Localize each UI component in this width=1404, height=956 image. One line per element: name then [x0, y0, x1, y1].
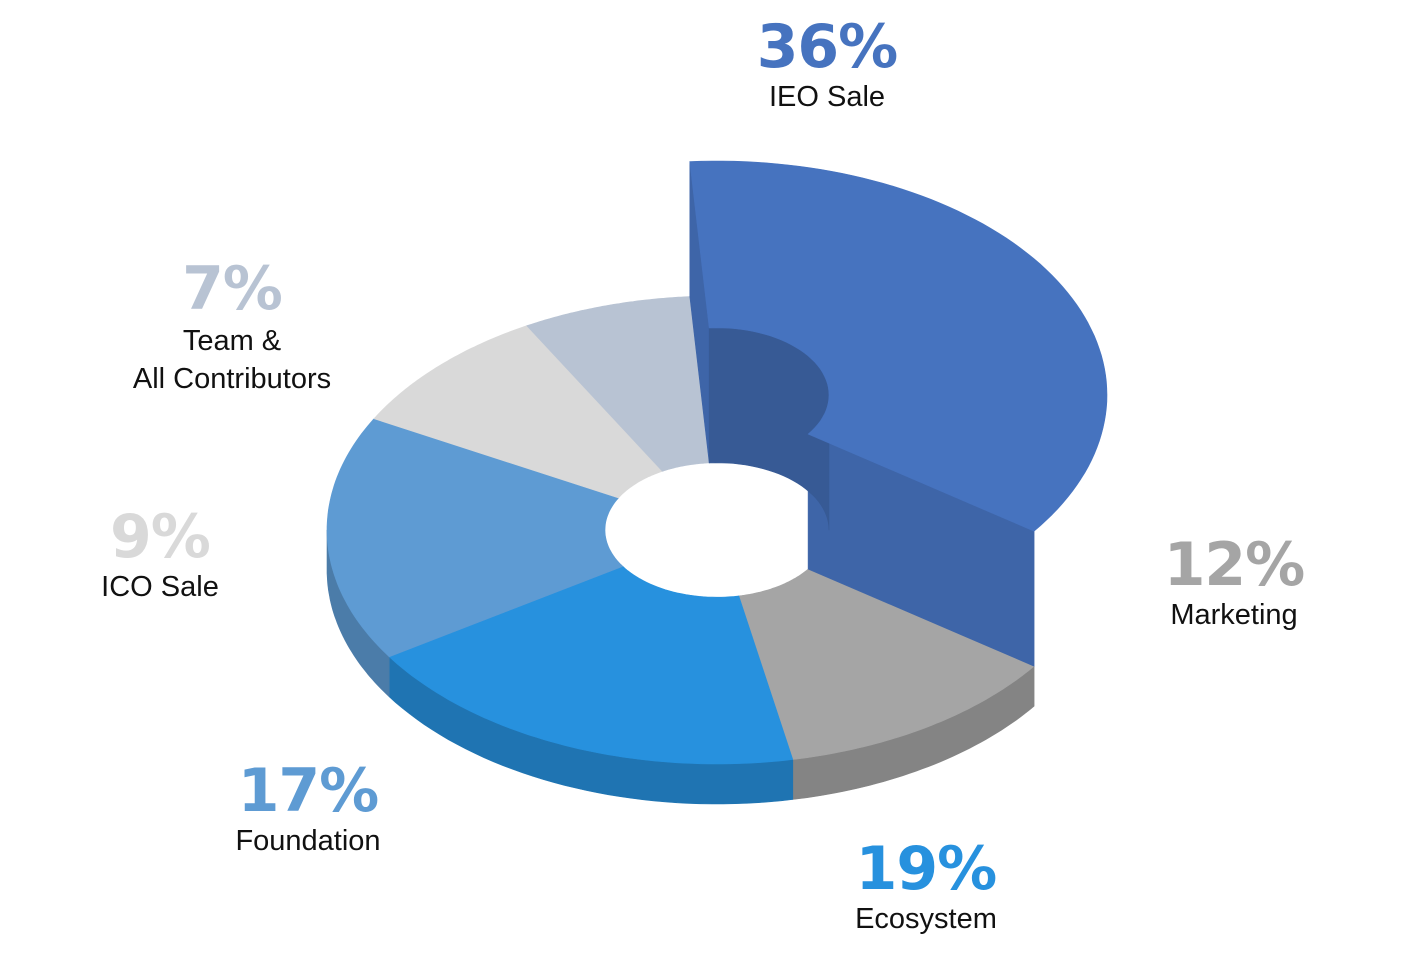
slice-marketing	[738, 568, 1035, 760]
slice-team-all-contributors	[526, 296, 710, 472]
category-label-ieo-sale: IEO Sale	[768, 81, 886, 113]
slice-ico-sale	[373, 325, 663, 499]
category-label-foundation: Foundation	[235, 825, 381, 857]
slice-ecosystem	[388, 566, 794, 765]
label-marketing: 12% Marketing	[1163, 530, 1306, 634]
value-label-team: 7%	[182, 254, 283, 324]
category-label-team-line-2: All Contributors	[132, 363, 332, 395]
slice-ieo-sale	[689, 160, 1108, 532]
value-label-foundation: 17%	[237, 756, 380, 826]
slice-foundation	[326, 418, 624, 658]
label-ecosystem: 19% Ecosystem	[855, 838, 997, 938]
category-label-team-line-1: Team &	[182, 325, 282, 357]
value-label-ecosystem: 19%	[855, 834, 998, 904]
category-label-marketing: Marketing	[1170, 599, 1298, 631]
value-label-ico-sale: 9%	[110, 502, 211, 572]
category-label-ecosystem: Ecosystem	[855, 903, 997, 935]
value-label-ieo-sale: 36%	[756, 12, 899, 82]
label-ico-sale: 9% ICO Sale	[101, 506, 219, 606]
category-label-ico-sale: ICO Sale	[101, 571, 219, 603]
label-foundation: 17% Foundation	[235, 760, 380, 860]
label-ieo-sale: 36% IEO Sale	[756, 12, 899, 116]
value-label-marketing: 12%	[1163, 530, 1306, 600]
label-team-all-contributors: 7% Team & All Contributors	[133, 258, 331, 398]
